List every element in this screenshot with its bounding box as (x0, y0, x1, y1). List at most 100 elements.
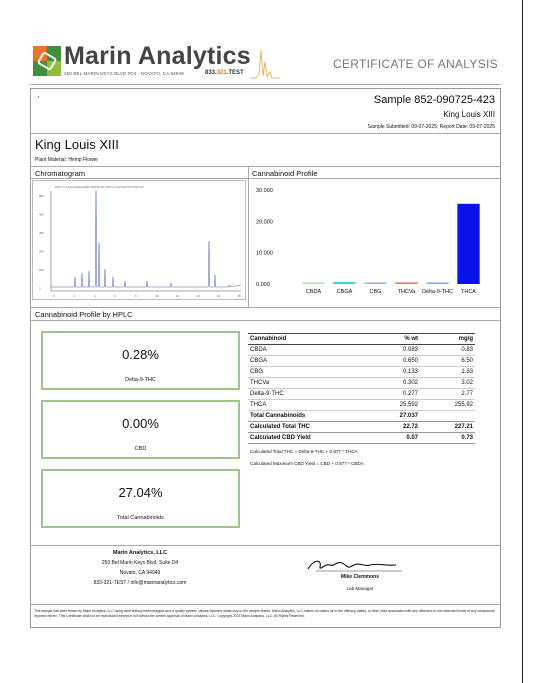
phone-suffix: .TEST (226, 70, 244, 76)
cell-calc-label: Calculated CBD Yield (248, 432, 368, 444)
bar-thca (457, 203, 480, 284)
chromatogram-y-tick: 300 (39, 231, 44, 235)
table-row: Delta-9-THC 0.277 2.77 (248, 388, 475, 400)
chromatogram-axes (50, 191, 241, 292)
x-tick-label: THCA (461, 289, 476, 295)
y-tick-label: 20.000 (256, 219, 273, 225)
document-title: CERTIFICATE OF ANALYSIS (333, 57, 498, 71)
chromatogram-x-tick: 18 (238, 294, 242, 298)
chromatogram-x-tick: 2 (74, 294, 76, 298)
chromatogram-x-tick: 16 (217, 294, 221, 298)
chromatogram-y-tick: 100 (39, 268, 44, 272)
section-divider (30, 178, 501, 179)
bar-cbda (302, 282, 325, 284)
section-divider (30, 166, 501, 167)
chromatogram-x-tick: 6 (115, 294, 117, 298)
stat-value: 27.04% (118, 485, 163, 500)
cell-pct: 0.277 (368, 388, 420, 400)
hplc-label: Cannabinoid Profile by HPLC (35, 310, 133, 319)
signer-title: Lab Manager (346, 586, 374, 591)
cell-calc-pct: 22.72 (368, 421, 420, 433)
cell-calc-label: Calculated Total THC (248, 421, 368, 433)
cell-mg: 255.92 (420, 399, 475, 411)
footer-rule (30, 604, 501, 605)
stat-label: Total Cannabinoids (117, 515, 164, 521)
y-tick-label: 30.000 (256, 188, 273, 194)
table-row: THCVa 0.302 3.02 (248, 377, 475, 389)
bar-cbg (364, 282, 387, 284)
cell-calc-mg: 0.73 (420, 432, 475, 444)
section-divider (30, 320, 501, 321)
phone-prefix: 833. (205, 70, 217, 76)
y-tick-label: 10.000 (256, 251, 273, 257)
cell-cannabinoid: Delta-9-THC (248, 388, 368, 400)
cell-cannabinoid: THCA (248, 399, 368, 411)
formula-cbd-yield: Calculated Maximum CBD Yield = CBD + 0.8… (250, 461, 364, 466)
x-tick-label: Delta-9-THC (422, 289, 453, 295)
cell-mg: 3.02 (420, 377, 475, 389)
lab-name: Marin Analytics, LLC (112, 550, 168, 556)
sample-mark: ' (38, 96, 40, 103)
column-header: mg/g (420, 333, 475, 345)
column-header: % wt (368, 333, 420, 345)
cell-cannabinoid: CBG (248, 366, 368, 378)
cell-mg: 2.77 (420, 388, 475, 400)
cell-mg: 0.83 (420, 344, 475, 356)
chromatogram-x-tick: 14 (197, 294, 201, 298)
cell-cannabinoid: CBGA (248, 355, 368, 367)
chromatogram-y-tick: 500 (39, 194, 44, 198)
stat-value: 0.28% (122, 347, 159, 362)
signature-icon (307, 560, 402, 572)
bar-cbga (333, 281, 356, 284)
product-name: King Louis XIII (35, 137, 119, 152)
brand-name: Marin Analytics (64, 42, 251, 70)
x-tick-label: THCVa (398, 289, 417, 295)
cell-mg: 1.33 (420, 366, 475, 378)
report-frame (30, 88, 501, 628)
table-row: CBG 0.133 1.33 (248, 366, 475, 378)
chromatogram-trace: PDA-1 C:\Users\Lab\Data\852-090725-423_D… (39, 185, 242, 298)
section-divider (30, 307, 501, 308)
cell-cannabinoid: CBDA (248, 344, 368, 356)
stat-label: Delta-9-THC (125, 377, 156, 383)
stat-box-cbd: 0.00% CBD (41, 400, 240, 459)
panel-divider (248, 167, 249, 307)
bar-delta-9-thc (426, 282, 449, 284)
chromatogram-x-tick: 0 (53, 294, 55, 298)
sample-name: King Louis XIII (443, 110, 495, 119)
chromatogram-trace-line (51, 190, 242, 288)
lab-address-line2: Novato, CA 94949 (119, 570, 161, 576)
cell-total-mg (420, 410, 475, 422)
table-row: THCA 25.592 255.92 (248, 399, 475, 411)
lab-contact: 833-321-TEST / info@marinanalytics.com (93, 580, 187, 586)
chromatogram-y-tick: 0 (39, 287, 41, 291)
lab-contact-block: Marin Analytics, LLC 250 Bel Marin Keys … (60, 548, 220, 588)
cell-calc-mg: 227.21 (420, 421, 475, 433)
section-divider (30, 133, 501, 134)
profile-label: Cannabinoid Profile (252, 169, 318, 178)
cell-pct: 0.650 (368, 355, 420, 367)
cell-calc-pct: 0.07 (368, 432, 420, 444)
x-tick-label: CBGA (337, 289, 353, 295)
stat-box-delta9: 0.28% Delta-9-THC (41, 331, 240, 390)
hplc-results-table: Cannabinoid % wt mg/g CBDA 0.083 0.83 CB… (248, 333, 475, 444)
cell-pct: 0.133 (368, 366, 420, 378)
lab-address-line1: 250 Bel Marin Keys Blvd, Suite D4 (101, 560, 179, 566)
logo-mark-icon (33, 46, 61, 76)
chromatogram-y-tick: 200 (39, 250, 44, 254)
x-tick-label: CBG (370, 289, 382, 295)
cell-mg: 6.50 (420, 355, 475, 367)
table-calc-row: Calculated CBD Yield 0.07 0.73 (248, 432, 475, 444)
stat-value: 0.00% (122, 416, 159, 431)
formula-total-thc: Calculated Total THC = Delta-9-THC + 0.8… (250, 449, 358, 454)
chromatogram-x-tick: 8 (135, 294, 137, 298)
logo-peak-icon (250, 49, 280, 79)
footer-rule (30, 545, 501, 546)
brand-phone: 833.321.TEST (205, 70, 244, 76)
table-calc-row: Calculated Total THC 22.72 227.21 (248, 421, 475, 433)
table-row: CBDA 0.083 0.83 (248, 344, 475, 356)
bar-thcva (395, 282, 418, 284)
sample-number: Sample 852-090725-423 (373, 94, 495, 106)
cell-pct: 0.302 (368, 377, 420, 389)
sample-dates: Sample Submitted: 09-07-2025; Report Dat… (367, 124, 495, 130)
